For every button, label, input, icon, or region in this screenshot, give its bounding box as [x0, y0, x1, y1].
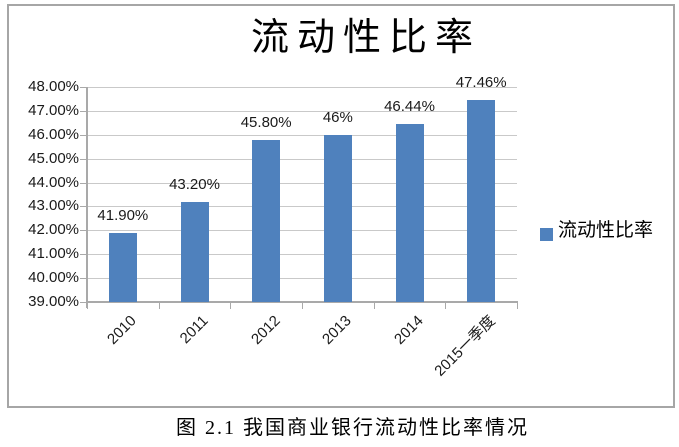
chart-title: 流动性比率: [250, 17, 481, 59]
chart-area: [7, 4, 675, 408]
figure-caption: 图 2.1 我国商业银行流动性比率情况: [176, 417, 529, 439]
legend-swatch-icon: [540, 227, 553, 241]
legend-series-label: 流动性比率: [558, 220, 654, 241]
legend: 流动性比率: [540, 220, 653, 242]
